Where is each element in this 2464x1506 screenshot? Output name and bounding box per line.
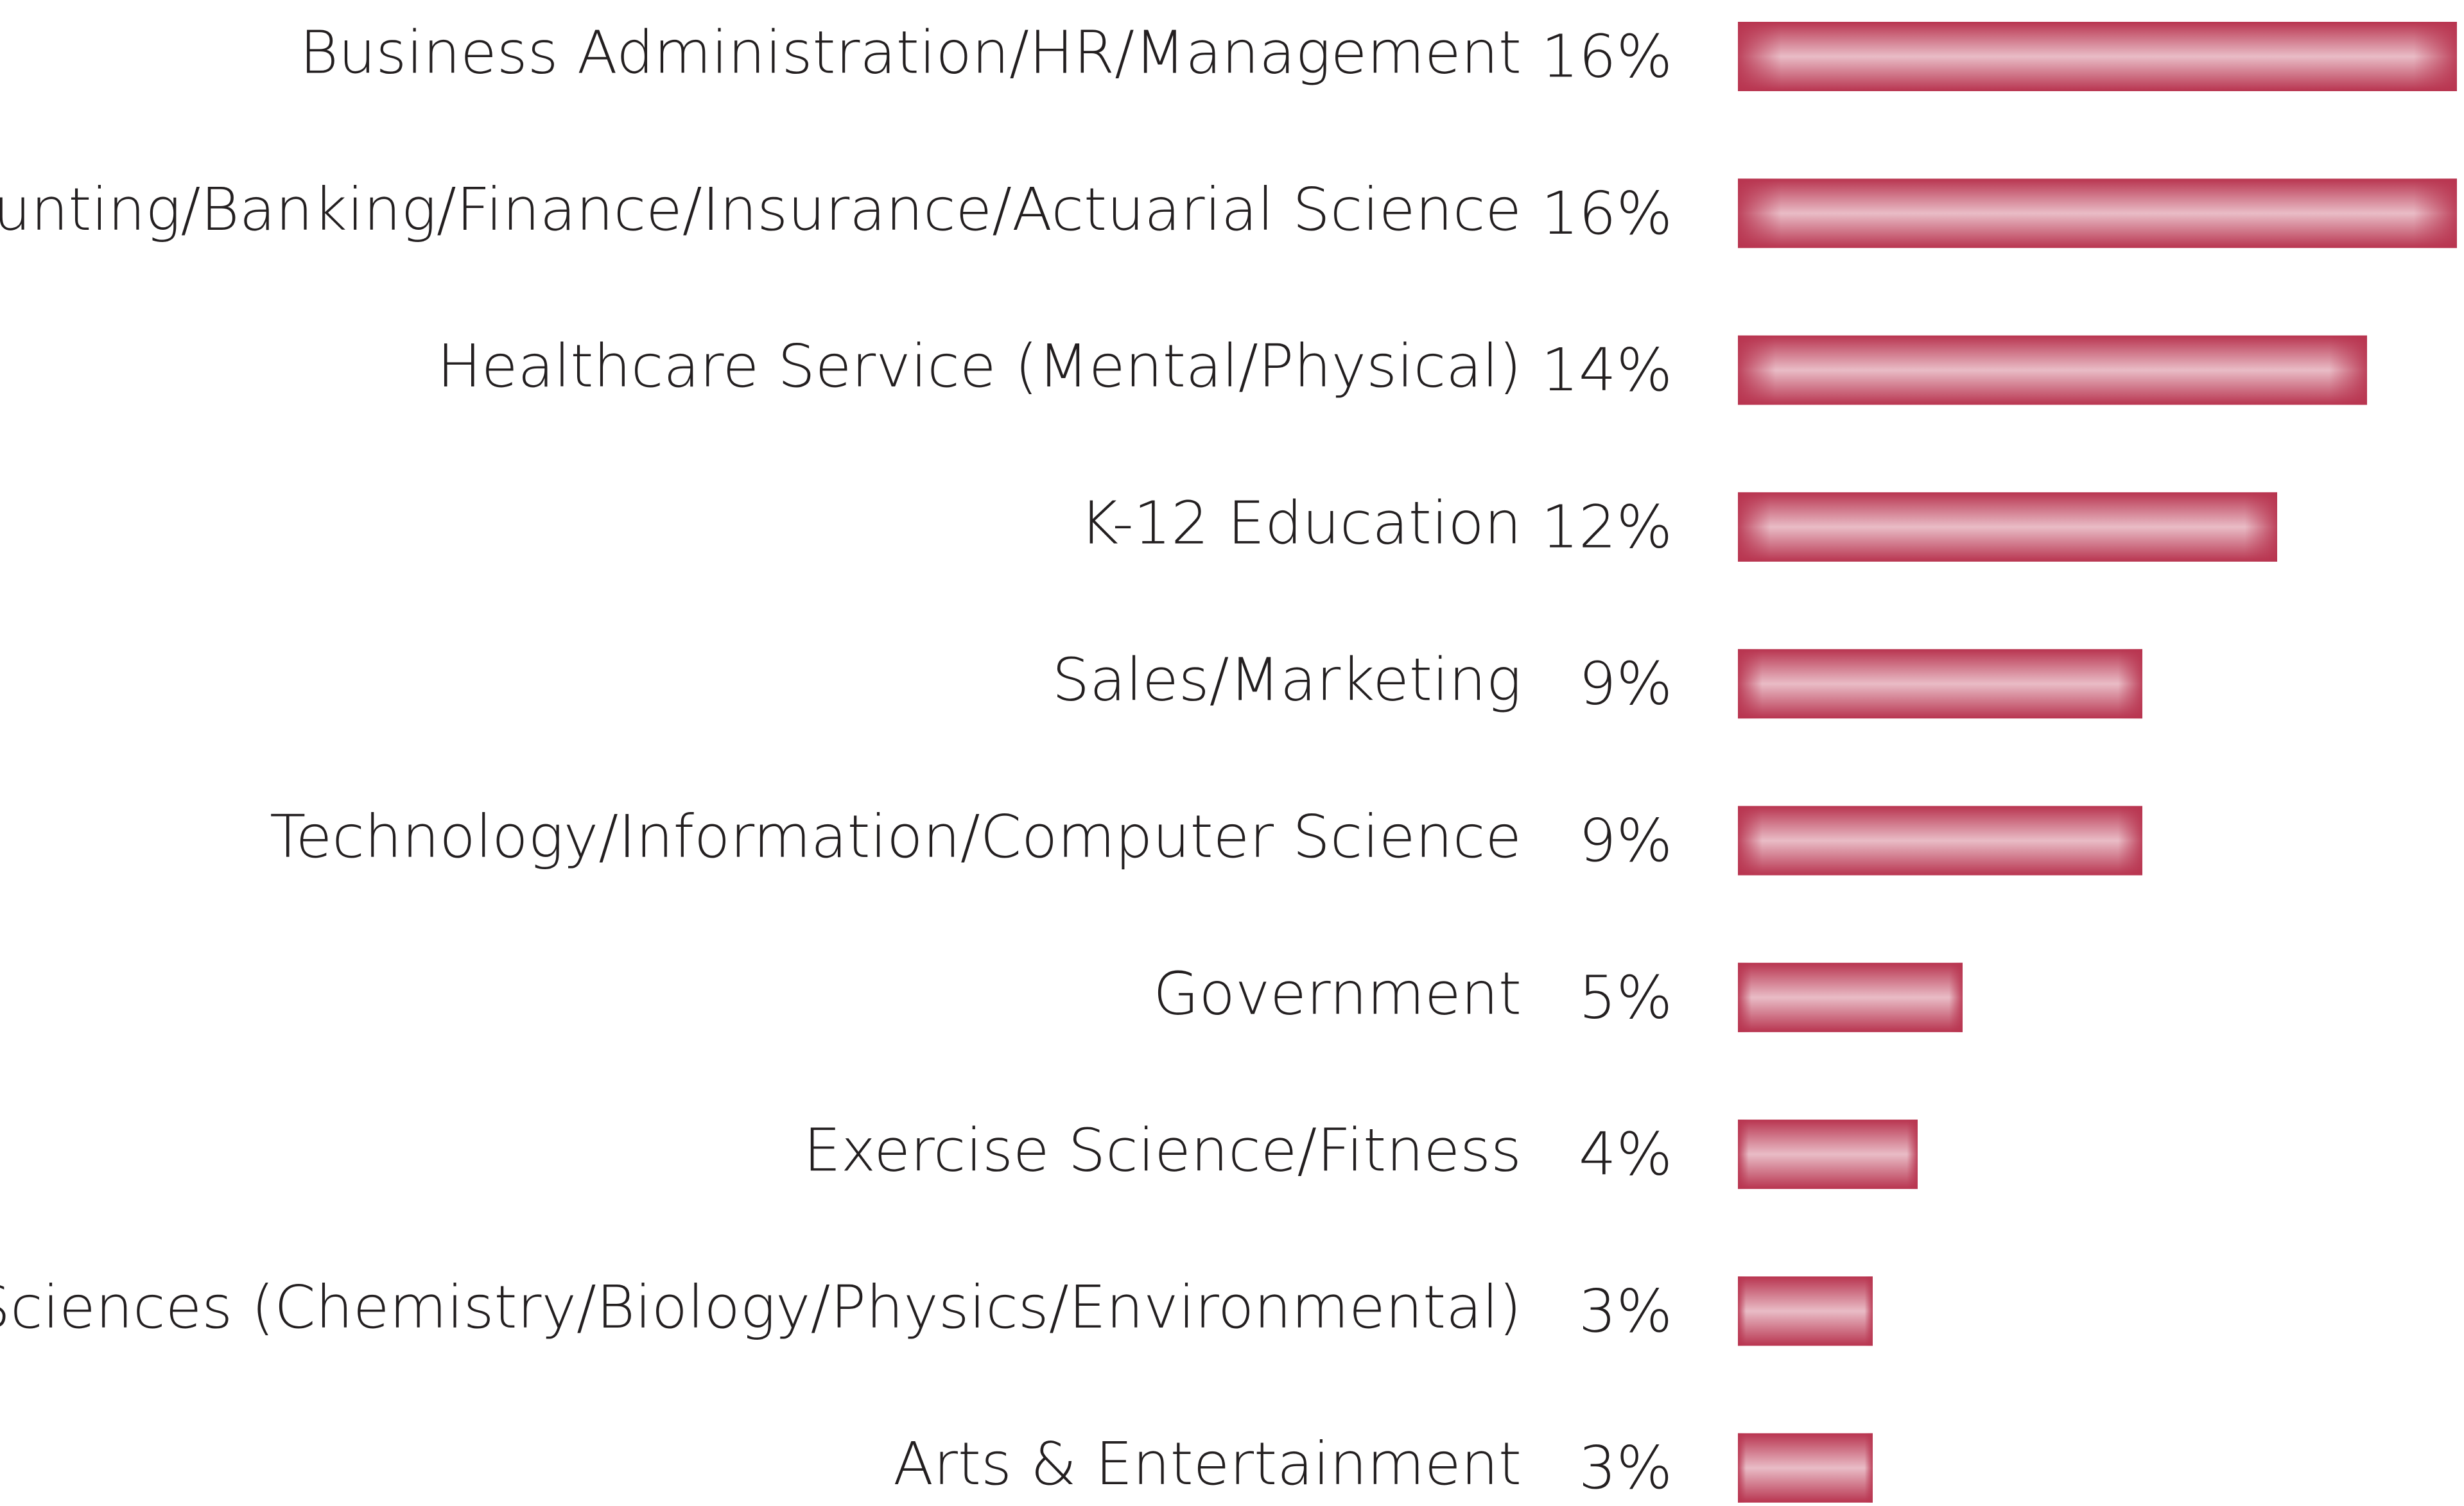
bar (1738, 806, 2142, 876)
bar (1738, 22, 2457, 91)
category-label: Healthcare Service (Mental/Physical) (437, 332, 1522, 401)
value-label: 9% (1579, 806, 1672, 875)
value-label: 4% (1579, 1120, 1672, 1189)
category-label: Government (1153, 959, 1522, 1028)
value-label: 3% (1579, 1433, 1672, 1502)
value-label: 12% (1541, 492, 1672, 561)
value-label: 14% (1541, 336, 1672, 404)
value-label: 3% (1579, 1277, 1672, 1346)
category-label: Technology/Information/Computer Science (270, 802, 1522, 871)
value-label: 5% (1579, 963, 1672, 1032)
bar (1738, 492, 2277, 562)
bar (1738, 1120, 1918, 1190)
category-label: Sciences (Chemistry/Biology/Physics/Envi… (0, 1273, 1522, 1342)
category-label: Exercise Science/Fitness (804, 1116, 1522, 1185)
value-label: 16% (1541, 22, 1672, 91)
value-label: 9% (1579, 650, 1672, 718)
bar (1738, 1276, 1873, 1346)
value-label: 16% (1541, 179, 1672, 248)
category-label: Arts & Entertainment (893, 1430, 1522, 1498)
category-label: Business Administration/HR/Management (300, 19, 1522, 87)
bar (1738, 178, 2457, 248)
bar (1738, 962, 1963, 1032)
category-label: K-12 Education (1080, 489, 1522, 557)
category-label: Sales/Marketing (1052, 646, 1522, 714)
bar (1738, 1433, 1873, 1503)
category-label: Accounting/Banking/Finance/Insurance/Act… (0, 175, 1522, 244)
bar (1738, 335, 2367, 405)
bar (1738, 649, 2142, 719)
